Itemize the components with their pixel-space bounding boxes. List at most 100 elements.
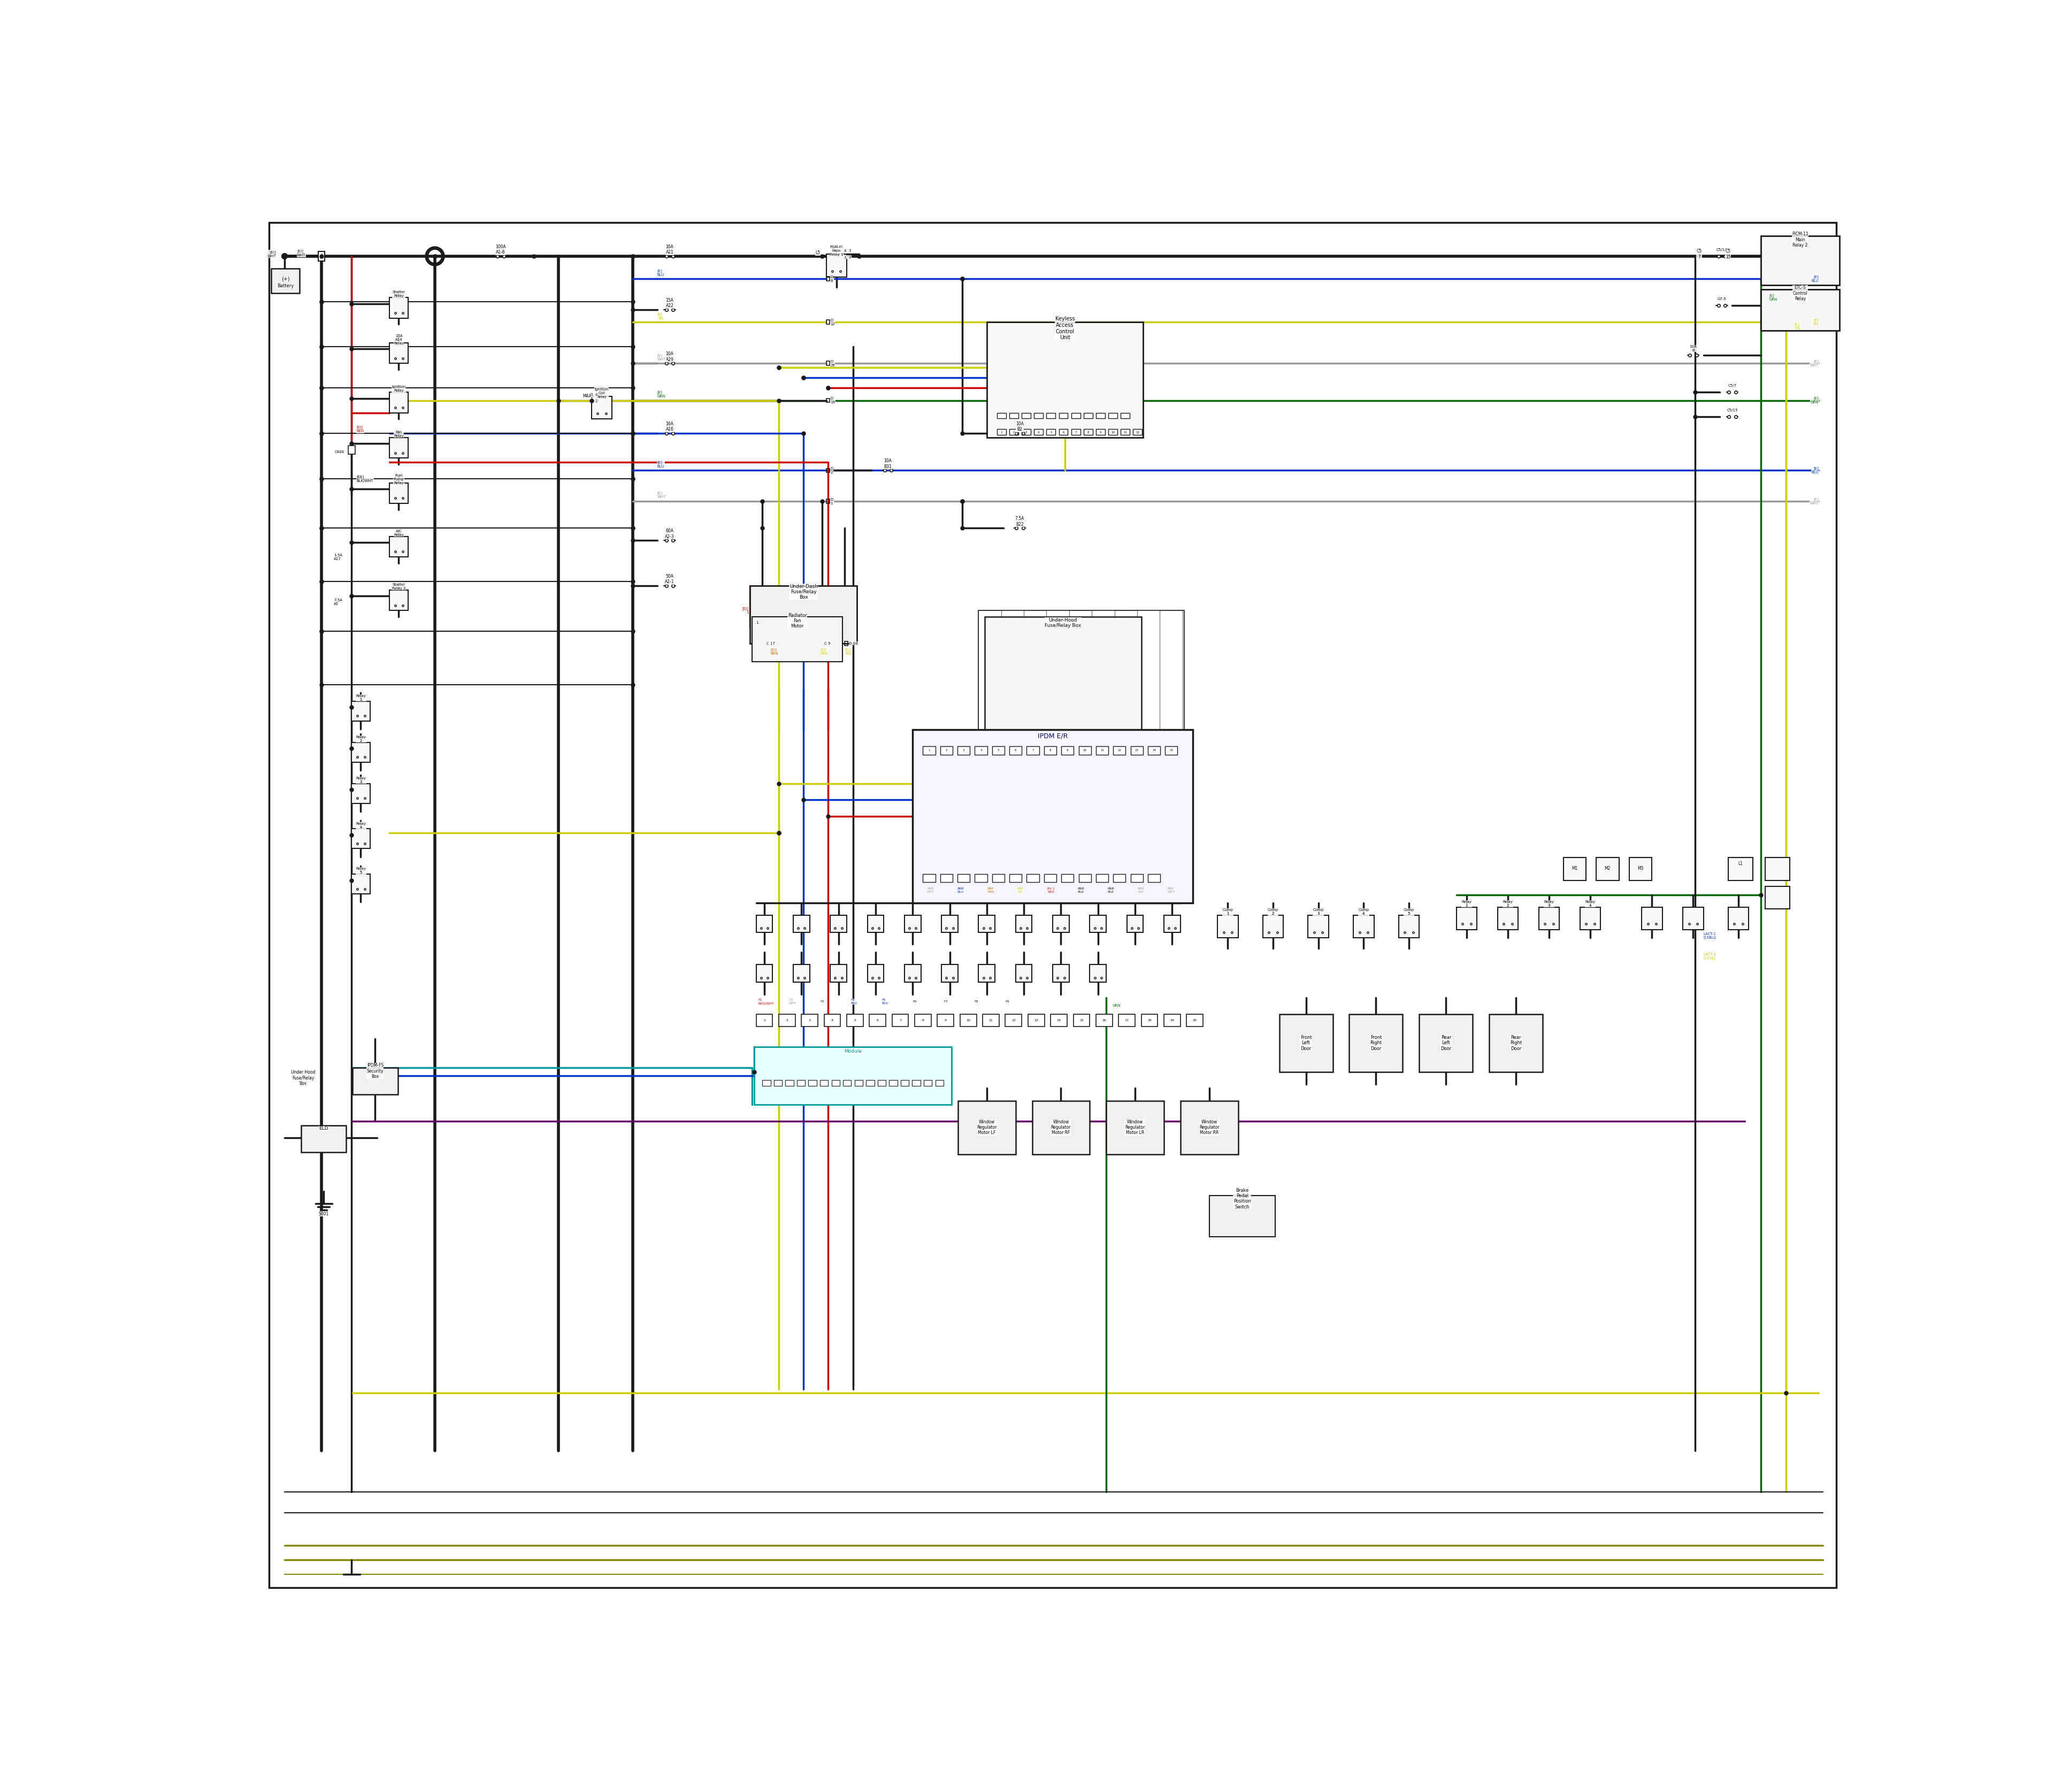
Text: 10A
B2: 10A B2 <box>1017 421 1023 432</box>
Bar <box>912 1081 920 1086</box>
Bar <box>914 1014 930 1027</box>
Bar <box>842 1081 850 1086</box>
Bar <box>750 586 857 643</box>
Bar <box>1109 430 1117 435</box>
Bar <box>1060 430 1068 435</box>
Text: Window
Regulator
Motor LF: Window Regulator Motor LF <box>978 1120 996 1136</box>
Text: 16A
A21: 16A A21 <box>665 244 674 254</box>
Bar <box>785 1081 793 1086</box>
Bar <box>976 874 988 882</box>
Bar <box>1115 611 1138 783</box>
Text: LACT-1
0.5BLU: LACT-1 0.5BLU <box>1703 932 1717 939</box>
Text: [E]
BLU: [E] BLU <box>1812 276 1818 283</box>
Text: C 17: C 17 <box>766 642 774 645</box>
Text: 9: 9 <box>945 1020 947 1021</box>
Text: 1  2: 1 2 <box>592 400 598 403</box>
Bar <box>1052 916 1070 932</box>
Bar <box>351 701 370 720</box>
Bar <box>390 590 409 611</box>
Bar <box>318 251 325 262</box>
Bar <box>1097 430 1105 435</box>
Text: Starter
Relay 2: Starter Relay 2 <box>392 582 407 590</box>
Text: 15: 15 <box>1169 749 1173 753</box>
Bar <box>957 1100 1015 1154</box>
Bar <box>937 1014 953 1027</box>
Bar <box>830 964 846 982</box>
Text: BRE
WHT: BRE WHT <box>1167 887 1175 894</box>
Circle shape <box>281 253 288 260</box>
Bar <box>1009 874 1021 882</box>
Text: M2: M2 <box>1604 866 1610 871</box>
Text: 60A
A2-3: 60A A2-3 <box>665 529 674 539</box>
Bar <box>1563 858 1586 880</box>
Text: [EE]
BLK/WHT: [EE] BLK/WHT <box>357 475 374 482</box>
Bar <box>959 1014 976 1027</box>
Bar <box>1682 907 1703 930</box>
Bar <box>877 1081 885 1086</box>
Bar <box>1760 235 1838 285</box>
Text: Window
Regulator
Motor RF: Window Regulator Motor RF <box>1052 1120 1070 1136</box>
Bar <box>1050 1014 1068 1027</box>
Text: 10A
A29: 10A A29 <box>665 351 674 362</box>
Text: 12: 12 <box>1117 749 1121 753</box>
Bar <box>826 500 830 504</box>
Text: [EI]
WHT: [EI] WHT <box>298 249 306 256</box>
Bar <box>271 269 300 294</box>
Bar <box>1113 747 1126 754</box>
Text: 8: 8 <box>922 1020 924 1021</box>
Text: 15A
A14
Relay: 15A A14 Relay <box>394 333 405 344</box>
Text: Module: Module <box>844 1048 863 1054</box>
Text: Relay
4: Relay 4 <box>1586 900 1596 907</box>
Bar <box>351 783 370 803</box>
Bar <box>351 742 370 762</box>
Bar <box>996 412 1006 419</box>
Bar <box>1009 747 1021 754</box>
Text: C408: C408 <box>335 450 345 453</box>
Text: 19: 19 <box>1171 1020 1175 1021</box>
Bar <box>754 1047 951 1104</box>
Text: 17: 17 <box>1126 1020 1130 1021</box>
Bar <box>1060 412 1068 419</box>
Text: 12: 12 <box>1011 1020 1015 1021</box>
Bar <box>978 611 1000 783</box>
Bar <box>390 482 409 504</box>
Text: [EJ]
ORN: [EJ] ORN <box>820 649 828 656</box>
Text: 4: 4 <box>832 1020 834 1021</box>
Bar <box>762 1081 770 1086</box>
Bar <box>1349 1014 1403 1072</box>
Bar <box>351 828 370 849</box>
Text: [EJ]
YEL: [EJ] YEL <box>844 649 850 656</box>
Bar <box>793 964 809 982</box>
Bar <box>992 874 1004 882</box>
Text: Rear
Left
Door: Rear Left Door <box>1440 1036 1452 1050</box>
Bar <box>996 430 1006 435</box>
Text: Fuel
Pump
Relay: Fuel Pump Relay <box>394 475 405 486</box>
Bar <box>1727 858 1752 880</box>
Text: F2
WHT: F2 WHT <box>789 998 797 1005</box>
Bar <box>854 1081 863 1086</box>
Bar <box>1107 1100 1165 1154</box>
Bar <box>774 1081 783 1086</box>
Bar <box>809 1081 817 1086</box>
Text: 11: 11 <box>1101 749 1103 753</box>
Bar <box>826 362 830 366</box>
Text: 11: 11 <box>988 1020 992 1021</box>
Text: 1
1: 1 1 <box>320 253 322 260</box>
Bar <box>904 964 920 982</box>
Bar <box>1760 289 1838 330</box>
Text: Under-Dash
Fuse/Relay
Box: Under-Dash Fuse/Relay Box <box>789 584 817 600</box>
Text: Comp
3: Comp 3 <box>1313 909 1323 916</box>
Bar <box>1043 747 1056 754</box>
Bar <box>1727 907 1748 930</box>
Bar <box>1027 874 1039 882</box>
Text: Under-Hood
Fuse/Relay Box: Under-Hood Fuse/Relay Box <box>1045 618 1080 627</box>
Text: F1
RED/WHT: F1 RED/WHT <box>758 998 774 1005</box>
Bar <box>1097 1014 1113 1027</box>
Text: ELD: ELD <box>318 1125 329 1131</box>
Text: F5
BLU: F5 BLU <box>881 998 887 1005</box>
Bar <box>1354 916 1374 937</box>
Text: 10A
B31: 10A B31 <box>883 459 891 470</box>
Bar <box>1764 858 1789 880</box>
Bar <box>867 1081 875 1086</box>
Text: [E]
GRN: [E] GRN <box>1810 396 1818 403</box>
